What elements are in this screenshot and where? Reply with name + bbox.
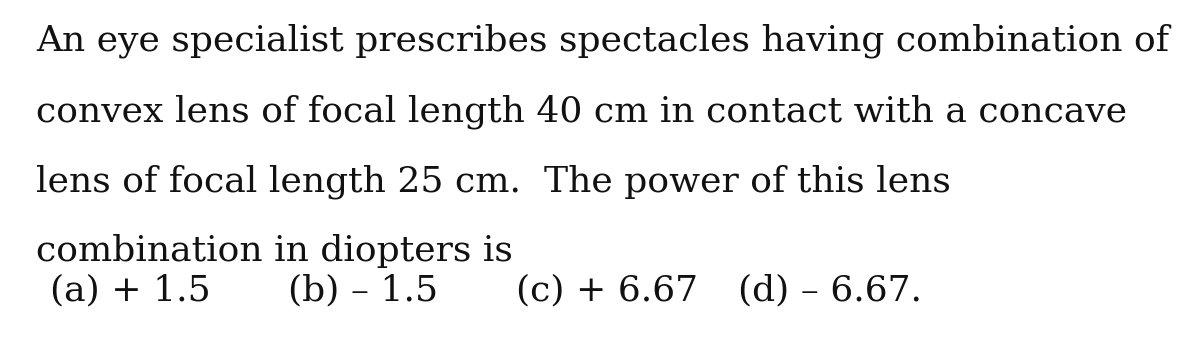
Text: An eye specialist prescribes spectacles having combination of: An eye specialist prescribes spectacles …: [36, 24, 1169, 58]
Text: (b) – 1.5: (b) – 1.5: [288, 274, 438, 308]
Text: (a) + 1.5: (a) + 1.5: [50, 274, 211, 308]
Text: convex lens of focal length 40 cm in contact with a concave: convex lens of focal length 40 cm in con…: [36, 94, 1127, 129]
Text: (d) – 6.67.: (d) – 6.67.: [738, 274, 922, 308]
Text: (c) + 6.67: (c) + 6.67: [516, 274, 698, 308]
Text: combination in diopters is: combination in diopters is: [36, 234, 512, 268]
Text: lens of focal length 25 cm.  The power of this lens: lens of focal length 25 cm. The power of…: [36, 164, 950, 199]
